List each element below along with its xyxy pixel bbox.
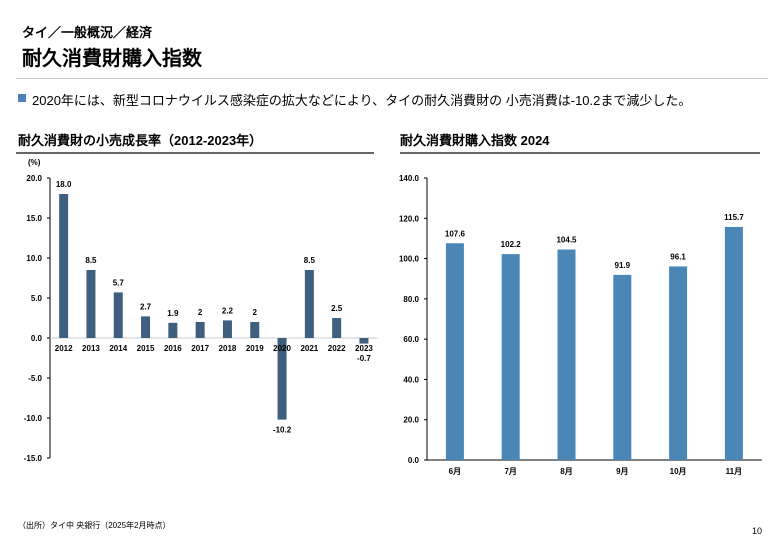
bullet-square-icon <box>18 94 26 102</box>
data-label: 8.5 <box>85 256 97 265</box>
bar-2021 <box>304 270 314 338</box>
data-label: 8.5 <box>304 256 316 265</box>
x-tick-label: 2021 <box>300 344 318 353</box>
x-tick-label: 2022 <box>328 344 346 353</box>
bar-2019 <box>250 322 260 338</box>
data-label: 102.2 <box>501 240 522 249</box>
divider <box>16 78 768 79</box>
data-label: 2.5 <box>331 304 343 313</box>
bar-2017 <box>195 322 205 338</box>
data-label: 107.6 <box>445 229 466 238</box>
x-tick-label: 2018 <box>219 344 237 353</box>
y-tick-label: 100.0 <box>399 255 420 264</box>
y-tick-label: 20.0 <box>403 416 419 425</box>
x-tick-label: 2013 <box>82 344 100 353</box>
x-tick-label: 2016 <box>164 344 182 353</box>
bar-11月 <box>724 226 743 460</box>
data-label: 96.1 <box>670 252 686 261</box>
x-tick-label: 2015 <box>137 344 155 353</box>
data-label: 1.9 <box>167 309 179 318</box>
data-label: 5.7 <box>113 278 125 287</box>
y-tick-label: -10.0 <box>24 414 43 423</box>
x-tick-label: 6月 <box>449 467 461 476</box>
x-tick-label: 2020 <box>273 344 291 353</box>
bar-7月 <box>501 254 520 460</box>
x-tick-label: 11月 <box>726 467 742 476</box>
data-label: 2 <box>198 308 203 317</box>
left-chart-title: 耐久消費財の小売成長率（2012-2023年） <box>18 133 263 148</box>
bar-2013 <box>86 270 96 338</box>
x-tick-label: 2019 <box>246 344 264 353</box>
x-tick-label: 2023 <box>355 344 373 353</box>
data-label: 18.0 <box>56 180 72 189</box>
data-label: 2.7 <box>140 302 152 311</box>
bar-2015 <box>141 316 151 338</box>
y-tick-label: 60.0 <box>403 335 419 344</box>
x-tick-label: 10月 <box>670 467 687 476</box>
summary-text: 2020年には、新型コロナウイルス感染症の拡大などにより、タイの耐久消費財の 小… <box>32 93 692 108</box>
y-tick-label: 5.0 <box>31 294 43 303</box>
data-label: 115.7 <box>724 213 744 222</box>
bar-2012 <box>59 194 69 338</box>
source-note: （出所）タイ中 央銀行（2025年2月時点） <box>18 521 171 530</box>
data-label: 104.5 <box>556 236 577 245</box>
y-tick-label: 10.0 <box>26 254 42 263</box>
page-number: 10 <box>752 526 763 536</box>
bar-10月 <box>669 266 688 460</box>
x-tick-label: 7月 <box>504 467 516 476</box>
bar-2020 <box>277 338 287 420</box>
bar-9月 <box>613 274 632 460</box>
y-tick-label: 40.0 <box>403 375 419 384</box>
bar-8月 <box>557 249 576 460</box>
bar-2016 <box>168 322 178 338</box>
data-label: -0.7 <box>357 354 371 363</box>
data-label: 91.9 <box>615 261 631 270</box>
x-tick-label: 2017 <box>191 344 209 353</box>
x-tick-label: 2014 <box>109 344 127 353</box>
y-tick-label: 80.0 <box>403 295 419 304</box>
bar-2022 <box>332 318 342 338</box>
y-tick-label: 140.0 <box>399 174 420 183</box>
page-title: 耐久消費財購入指数 <box>22 48 202 70</box>
left-chart-underline <box>16 152 374 154</box>
bar-6月 <box>445 243 464 460</box>
bar-2023 <box>359 338 369 344</box>
y-tick-label: 120.0 <box>399 214 420 223</box>
y-tick-label: 0.0 <box>408 456 420 465</box>
bar-2018 <box>222 320 232 338</box>
data-label: -10.2 <box>273 426 292 435</box>
right-chart-title: 耐久消費財購入指数 2024 <box>400 133 550 148</box>
x-tick-label: 8月 <box>560 467 572 476</box>
y-tick-label: 0.0 <box>31 334 43 343</box>
y-axis-unit: (%) <box>28 158 41 167</box>
y-tick-label: -5.0 <box>28 374 42 383</box>
y-tick-label: 20.0 <box>26 174 42 183</box>
data-label: 2 <box>253 308 258 317</box>
y-tick-label: 15.0 <box>26 214 42 223</box>
right-chart-underline <box>400 152 760 154</box>
data-label: 2.2 <box>222 306 234 315</box>
breadcrumb: タイ／一般概況／経済 <box>22 25 153 40</box>
y-tick-label: -15.0 <box>24 454 43 463</box>
x-tick-label: 2012 <box>55 344 73 353</box>
x-tick-label: 9月 <box>616 467 628 476</box>
bar-2014 <box>113 292 123 338</box>
